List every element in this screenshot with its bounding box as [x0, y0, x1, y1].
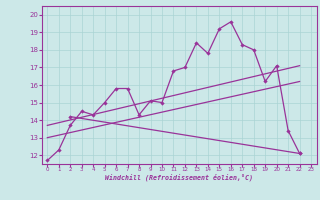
X-axis label: Windchill (Refroidissement éolien,°C): Windchill (Refroidissement éolien,°C) — [105, 174, 253, 181]
